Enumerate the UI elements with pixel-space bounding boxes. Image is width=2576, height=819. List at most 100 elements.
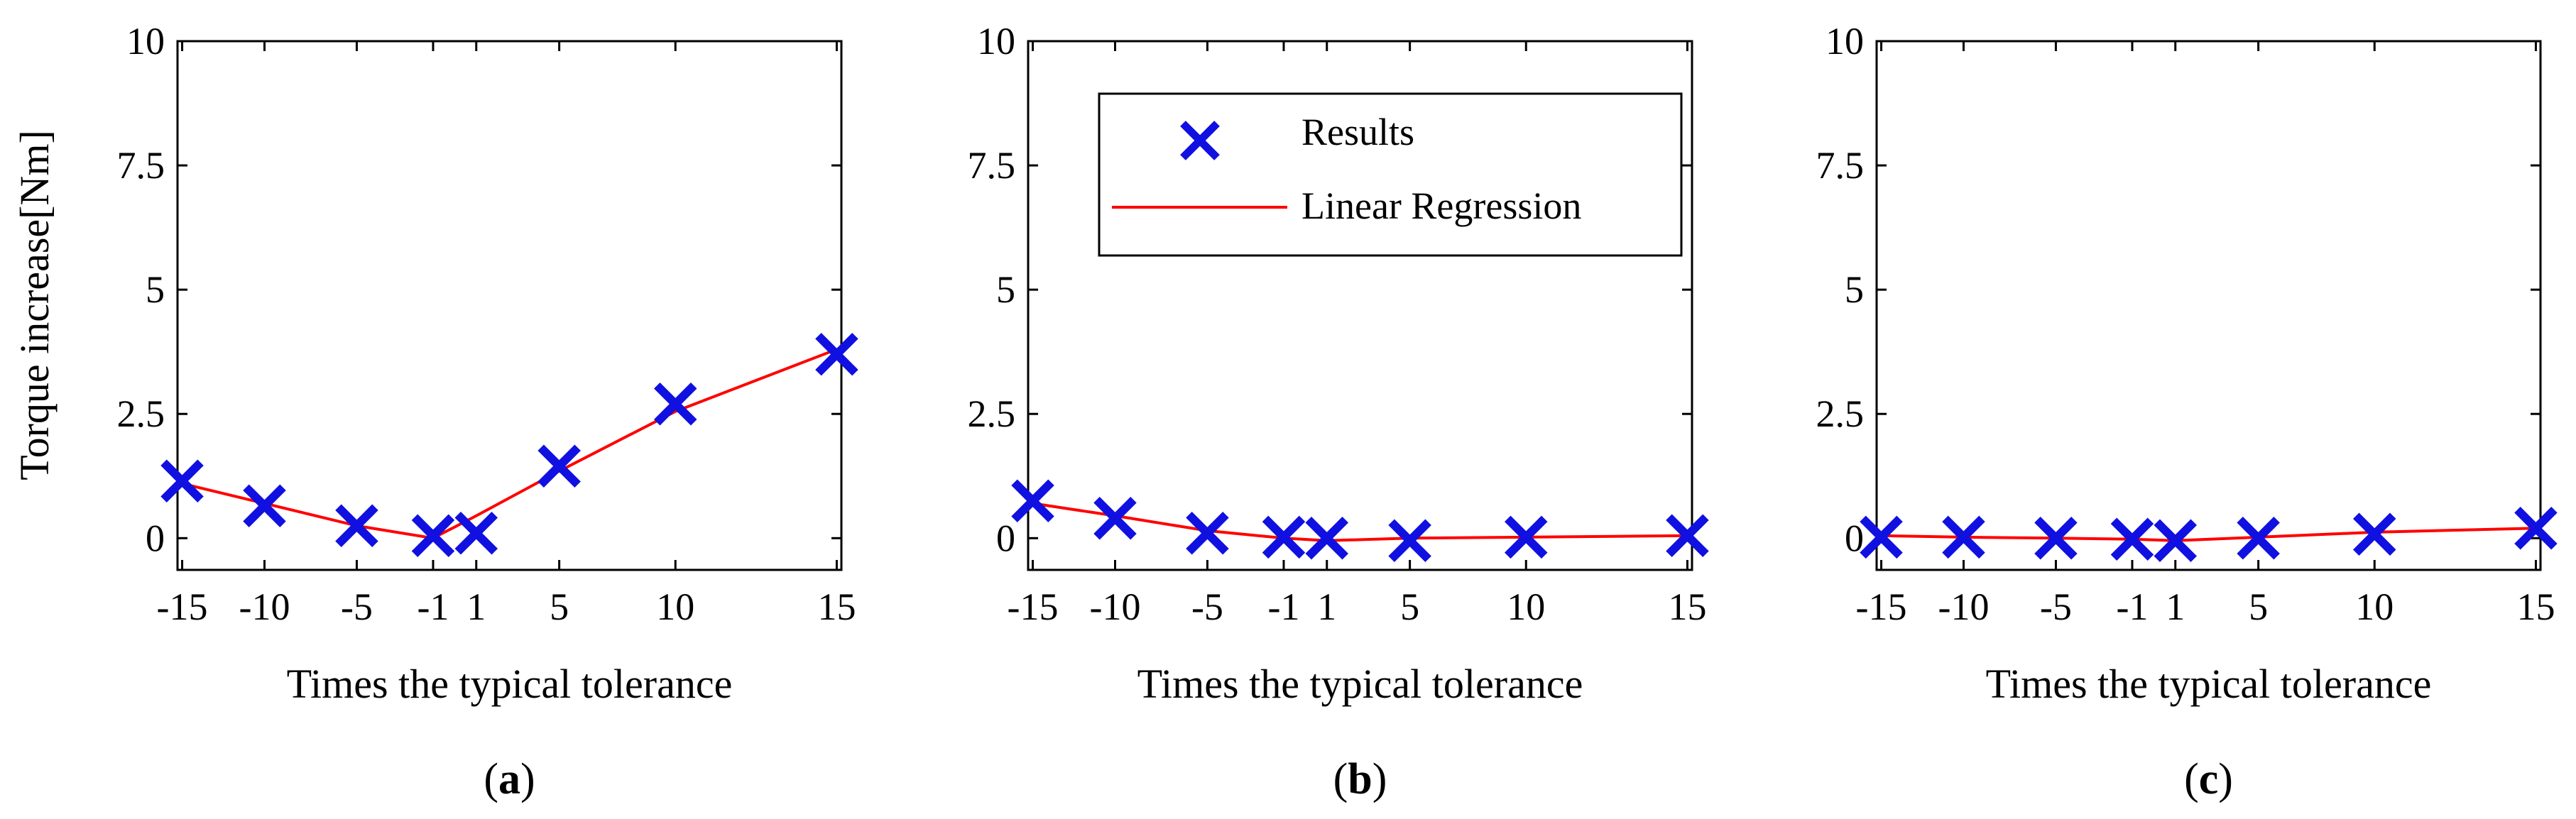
x-tick-label: -1 <box>2116 586 2148 628</box>
result-marker <box>2514 507 2558 550</box>
result-marker-stroke <box>160 459 204 503</box>
result-marker-stroke <box>454 512 498 555</box>
result-marker-stroke <box>1093 497 1137 540</box>
x-tick-label: -1 <box>1267 586 1299 628</box>
result-marker-stroke <box>537 444 581 488</box>
result-marker <box>1186 512 1229 555</box>
result-marker <box>1505 515 1548 559</box>
x-tick-label: 5 <box>2249 586 2268 628</box>
plot-frame <box>1875 40 2542 571</box>
x-tick-label: -15 <box>157 586 208 628</box>
result-marker <box>335 504 378 548</box>
y-tick-label: 10 <box>1825 20 1864 62</box>
result-marker <box>2237 517 2280 560</box>
legend: Results Linear Regression <box>1098 92 1683 257</box>
x-tick-label: 10 <box>656 586 694 628</box>
result-marker <box>1388 519 1431 563</box>
regression-line <box>1881 527 2536 542</box>
result-marker-stroke <box>1942 515 1985 559</box>
result-marker <box>1262 515 1306 559</box>
result-marker-stroke <box>1186 512 1229 555</box>
result-marker <box>1666 514 1709 558</box>
result-marker-stroke <box>654 382 697 426</box>
result-marker-stroke <box>2514 507 2558 550</box>
x-tick-label: -5 <box>341 586 373 628</box>
x-tick-label: 10 <box>1507 586 1545 628</box>
result-marker <box>454 512 498 555</box>
x-tick-label: 1 <box>1317 586 1336 628</box>
result-marker-stroke <box>2353 512 2396 556</box>
y-tick-label: 10 <box>977 20 1015 62</box>
legend-regression-label: Linear Regression <box>1301 185 1581 227</box>
panel-label: (c) <box>2184 755 2233 803</box>
regression-line <box>182 348 838 540</box>
result-marker-stroke <box>411 514 455 558</box>
result-marker-stroke <box>243 484 286 528</box>
x-tick-label: 1 <box>2166 586 2185 628</box>
result-marker-stroke <box>335 504 378 548</box>
result-marker-stroke <box>1388 519 1431 563</box>
x-tick-label: -15 <box>1856 586 1907 628</box>
x-tick-label: 15 <box>2516 586 2555 628</box>
y-tick-label: 2.5 <box>1816 392 1865 435</box>
result-marker <box>2353 512 2396 556</box>
result-marker <box>2034 517 2078 560</box>
x-tick-label: -10 <box>239 586 290 628</box>
x-axis-title: Times the typical tolerance <box>287 661 733 707</box>
y-tick-label: 2.5 <box>968 392 1016 435</box>
result-marker <box>537 444 581 488</box>
x-tick-label: 15 <box>1668 586 1706 628</box>
y-tick-label: 5 <box>146 268 165 311</box>
x-axis-title: Times the typical tolerance <box>1137 661 1583 707</box>
result-marker-stroke <box>2110 517 2154 561</box>
legend-marker-icon <box>1180 121 1220 160</box>
result-marker <box>411 514 455 558</box>
result-marker <box>1011 479 1054 523</box>
result-marker <box>243 484 286 528</box>
result-marker <box>1305 517 1348 560</box>
y-tick-label: 0 <box>996 517 1015 559</box>
x-tick-label: -1 <box>417 586 449 628</box>
result-marker-stroke <box>1305 517 1348 560</box>
result-marker <box>160 459 204 503</box>
y-tick-label: 5 <box>1845 268 1864 311</box>
y-tick-label: 0 <box>146 517 165 559</box>
x-tick-label: 10 <box>2355 586 2394 628</box>
y-tick-label: 7.5 <box>968 144 1016 187</box>
result-marker-stroke <box>1666 514 1709 558</box>
x-axis-title: Times the typical tolerance <box>1986 661 2432 707</box>
y-tick-label: 7.5 <box>117 144 165 187</box>
y-tick-label: 5 <box>996 268 1015 311</box>
x-tick-label: -5 <box>1191 586 1223 628</box>
x-tick-label: -10 <box>1089 586 1140 628</box>
panel-label: (b) <box>1333 755 1387 803</box>
x-tick-label: 1 <box>466 586 486 628</box>
x-tick-label: 5 <box>550 586 569 628</box>
result-marker <box>1942 515 1985 559</box>
y-tick-label: 10 <box>126 20 165 62</box>
x-tick-label: 5 <box>1400 586 1419 628</box>
regression-line <box>1032 502 1688 542</box>
x-tick-label: 15 <box>817 586 856 628</box>
result-marker-stroke <box>1505 515 1548 559</box>
result-marker <box>1093 497 1137 540</box>
y-tick-label: 2.5 <box>117 392 165 435</box>
result-marker <box>2154 519 2197 563</box>
legend-results-label: Results <box>1301 111 1414 153</box>
x-tick-label: -10 <box>1938 586 1989 628</box>
result-marker-stroke <box>815 332 858 376</box>
plot-frame <box>1027 40 1693 571</box>
legend-box <box>1098 92 1683 257</box>
y-tick-label: 7.5 <box>1816 144 1865 187</box>
result-marker <box>2110 517 2154 561</box>
result-marker-stroke <box>2154 519 2197 563</box>
result-marker-stroke <box>1011 479 1054 523</box>
y-axis-title: Torque increase[Nm] <box>11 130 58 480</box>
plot-frame <box>176 40 843 571</box>
result-marker <box>815 332 858 376</box>
result-marker-stroke <box>2034 517 2078 560</box>
